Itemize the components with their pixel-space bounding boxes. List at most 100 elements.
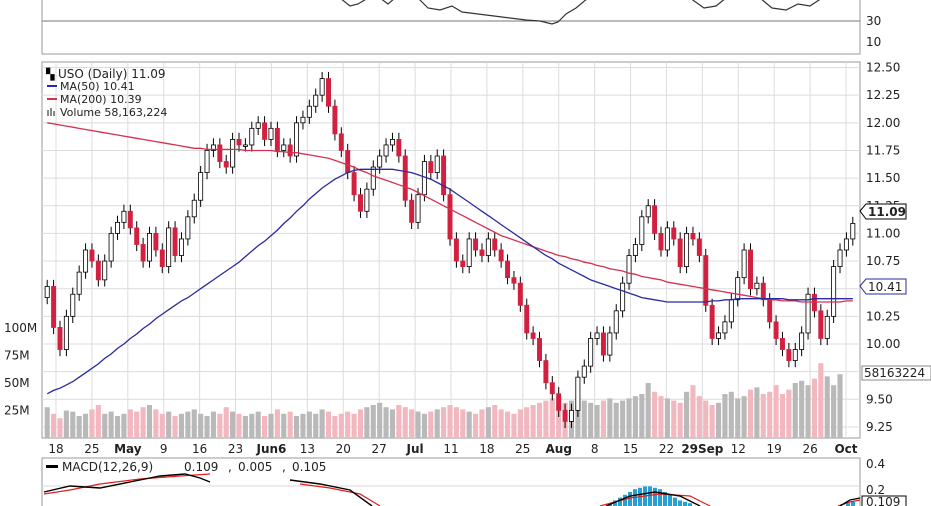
volume-bar xyxy=(556,396,562,438)
candle-body xyxy=(562,409,568,422)
macd-hist-bar xyxy=(623,494,627,506)
volume-y-tick-0: 100M xyxy=(4,321,37,335)
volume-bar xyxy=(620,400,626,438)
volume-bar xyxy=(325,411,332,438)
volume-bar xyxy=(792,383,798,438)
legend-ma50: MA(50) 10.41 xyxy=(60,80,135,93)
candle-body xyxy=(300,116,306,124)
candle-body xyxy=(767,299,773,323)
macd-hist-bar xyxy=(663,492,667,506)
ma50-badge-shape xyxy=(859,278,907,295)
volume-bar xyxy=(607,398,613,438)
volume-bar xyxy=(575,398,581,438)
candle-body xyxy=(377,155,383,168)
candle-body xyxy=(728,299,734,323)
ma50-line xyxy=(46,168,853,395)
volume-bar xyxy=(447,405,453,438)
candles xyxy=(44,71,856,429)
volume-bar xyxy=(108,411,114,438)
candle-body xyxy=(837,249,843,267)
volume-bar xyxy=(741,396,747,438)
candle-body xyxy=(134,227,140,245)
volume-bar xyxy=(210,411,216,438)
price-y-tick-6: 11.00 xyxy=(866,226,900,240)
volume-bar xyxy=(831,385,837,438)
last-price-badge-shape xyxy=(859,203,907,220)
candle-body xyxy=(530,332,536,339)
candle-body xyxy=(473,238,479,251)
candle-body xyxy=(166,227,172,267)
candle-body xyxy=(498,249,504,262)
x-tick-10: Jul xyxy=(406,442,424,456)
volume-bar xyxy=(313,413,319,438)
rsi-tick-10: 10 xyxy=(866,35,881,49)
candle-body xyxy=(44,286,50,298)
rsi-panel: 30 10 xyxy=(41,0,881,55)
volume-bar xyxy=(715,402,722,438)
candle-body xyxy=(543,360,549,384)
volume-bar xyxy=(319,409,325,438)
volume-bar xyxy=(287,411,293,438)
candle-body xyxy=(121,210,127,223)
legend-volume-icon-2 xyxy=(50,108,52,116)
candle-body xyxy=(274,127,280,151)
candle-body xyxy=(760,282,766,301)
volume-bar xyxy=(652,391,658,438)
macd-hist-bar xyxy=(648,486,652,506)
volume-bar xyxy=(217,413,223,438)
candle-body xyxy=(249,127,255,146)
macd-tick-0-4: 0.4 xyxy=(866,457,885,471)
candle-body xyxy=(485,238,491,256)
volume-y-ticks: 100M 75M 50M 25M xyxy=(4,321,37,418)
candle-body xyxy=(824,315,830,339)
candle-body xyxy=(524,304,530,334)
macd-hist-bar xyxy=(653,487,657,506)
volume-bar xyxy=(134,411,140,438)
candle-body xyxy=(338,133,344,151)
candle-body xyxy=(645,205,651,218)
volume-bar xyxy=(632,396,638,438)
volume-bar xyxy=(536,402,543,438)
legend-volume-icon xyxy=(47,110,49,116)
candle-body xyxy=(556,393,562,411)
candle-body xyxy=(262,122,268,140)
volume-bar xyxy=(223,407,229,438)
candle-body xyxy=(786,349,792,361)
macd-signal-value: 0.005 xyxy=(238,460,272,474)
volume-bar xyxy=(204,416,210,438)
price-y-tick-13: 9.25 xyxy=(866,420,893,434)
volume-bar xyxy=(300,413,306,438)
volume-bar xyxy=(735,398,741,438)
volume-bar xyxy=(95,405,101,438)
candle-body xyxy=(434,155,440,173)
volume-bar xyxy=(255,411,261,438)
volume-bar xyxy=(306,411,312,438)
x-tick-3: 9 xyxy=(160,442,168,456)
volume-bar xyxy=(293,416,300,438)
candle-body xyxy=(178,238,184,256)
candle-body xyxy=(735,277,741,301)
x-tick-15: 8 xyxy=(591,442,599,456)
volume-y-tick-3: 25M xyxy=(4,404,30,418)
candle-body xyxy=(479,249,485,256)
volume-bar xyxy=(409,409,415,438)
candle-body xyxy=(447,194,453,240)
volume-bar xyxy=(818,363,824,438)
candle-body xyxy=(441,155,447,196)
candle-body xyxy=(198,172,204,201)
volume-bar xyxy=(383,407,389,438)
price-y-tick-7: 10.75 xyxy=(866,254,900,268)
volume-bar xyxy=(441,407,447,438)
candle-body xyxy=(549,382,555,395)
x-axis-ticks: 18 25 May 9 16 23 Jun6 13 20 27 Jul 11 18 25 Aug 8 15 22 2… xyxy=(48,442,857,456)
volume-bar xyxy=(140,407,146,438)
volume-bar xyxy=(671,400,677,438)
legend: ▚ USO (Daily) 11.09 MA(50) 10.41 MA(200)… xyxy=(45,67,167,119)
candle-body xyxy=(773,321,779,339)
volume-bar xyxy=(70,411,76,438)
candle-body xyxy=(345,150,351,173)
volume-bar xyxy=(703,400,709,438)
volume-bar xyxy=(728,391,734,438)
candle-body xyxy=(511,277,517,284)
candle-body xyxy=(185,216,191,240)
